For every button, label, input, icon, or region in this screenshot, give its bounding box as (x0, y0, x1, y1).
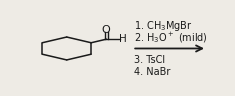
Text: 1. CH$_3$MgBr: 1. CH$_3$MgBr (134, 19, 193, 33)
Text: O: O (102, 25, 110, 35)
Text: 4. NaBr: 4. NaBr (134, 67, 170, 77)
Text: 3. TsCl: 3. TsCl (134, 55, 165, 65)
Text: H: H (119, 34, 127, 44)
Text: 2. H$_3$O$^+$ (mild): 2. H$_3$O$^+$ (mild) (134, 30, 208, 45)
